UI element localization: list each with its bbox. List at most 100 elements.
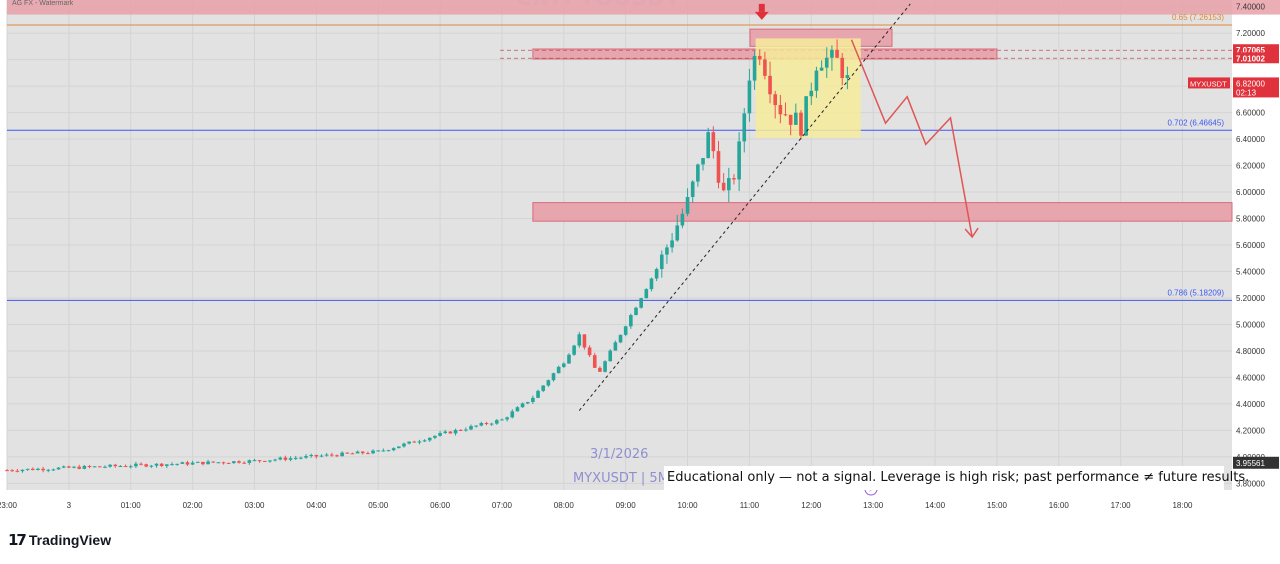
candle-body[interactable] bbox=[324, 454, 329, 456]
candle-body[interactable] bbox=[139, 463, 143, 465]
candle-body[interactable] bbox=[618, 334, 623, 343]
candle-body[interactable] bbox=[464, 429, 468, 431]
candle-body[interactable] bbox=[824, 57, 829, 68]
candle-body[interactable] bbox=[278, 457, 283, 460]
projection-path[interactable] bbox=[850, 39, 973, 238]
candle-body[interactable] bbox=[659, 254, 664, 270]
candle-body[interactable] bbox=[72, 466, 76, 468]
candle-body[interactable] bbox=[721, 182, 726, 191]
candle-body[interactable] bbox=[443, 431, 448, 434]
candle-body[interactable] bbox=[67, 466, 71, 468]
candle-body[interactable] bbox=[458, 429, 463, 431]
candle-body[interactable] bbox=[422, 440, 427, 442]
candle-body[interactable] bbox=[572, 345, 576, 355]
candle-body[interactable] bbox=[175, 463, 179, 465]
candle-body[interactable] bbox=[103, 466, 107, 468]
candle-body[interactable] bbox=[87, 465, 92, 467]
candle-body[interactable] bbox=[412, 441, 417, 443]
candle-body[interactable] bbox=[46, 469, 51, 471]
candle-body[interactable] bbox=[510, 411, 515, 418]
candle-body[interactable] bbox=[747, 80, 752, 114]
candle-body[interactable] bbox=[757, 55, 762, 60]
candle-body[interactable] bbox=[149, 465, 154, 467]
candle-body[interactable] bbox=[185, 462, 190, 465]
candle-body[interactable] bbox=[737, 141, 741, 180]
candle-body[interactable] bbox=[252, 460, 257, 462]
candle-body[interactable] bbox=[711, 132, 716, 152]
candle-body[interactable] bbox=[500, 419, 504, 421]
candle-body[interactable] bbox=[273, 459, 277, 461]
candle-body[interactable] bbox=[283, 457, 288, 460]
candle-body[interactable] bbox=[634, 307, 638, 316]
candle-body[interactable] bbox=[211, 461, 216, 463]
candle-body[interactable] bbox=[144, 464, 149, 467]
candle-body[interactable] bbox=[489, 423, 494, 425]
candle-body[interactable] bbox=[154, 463, 159, 466]
candle-body[interactable] bbox=[417, 441, 422, 443]
candle-body[interactable] bbox=[262, 460, 267, 462]
candle-body[interactable] bbox=[304, 456, 308, 458]
candle-body[interactable] bbox=[696, 164, 700, 182]
candle-body[interactable] bbox=[355, 451, 360, 454]
price-zone[interactable] bbox=[532, 202, 1233, 222]
candle-body[interactable] bbox=[10, 470, 14, 472]
candle-body[interactable] bbox=[371, 450, 375, 454]
candle-body[interactable] bbox=[690, 181, 695, 198]
candle-body[interactable] bbox=[206, 461, 210, 465]
candle-body[interactable] bbox=[92, 466, 97, 468]
candle-body[interactable] bbox=[644, 289, 649, 299]
candle-body[interactable] bbox=[247, 460, 252, 463]
candle-body[interactable] bbox=[479, 423, 484, 426]
candle-body[interactable] bbox=[778, 105, 783, 115]
candle-body[interactable] bbox=[123, 466, 128, 468]
candle-body[interactable] bbox=[809, 90, 814, 97]
sell-arrow-icon[interactable] bbox=[758, 3, 765, 12]
candle-body[interactable] bbox=[319, 455, 324, 457]
candle-body[interactable] bbox=[799, 112, 803, 136]
candle-body[interactable] bbox=[366, 453, 370, 455]
candle-body[interactable] bbox=[505, 417, 509, 420]
candle-body[interactable] bbox=[773, 94, 778, 106]
candle-body[interactable] bbox=[165, 464, 169, 466]
candle-body[interactable] bbox=[830, 49, 834, 58]
candle-body[interactable] bbox=[531, 397, 535, 403]
candle-body[interactable] bbox=[525, 402, 530, 404]
tradingview-logo[interactable]: 17 TradingView bbox=[8, 531, 111, 549]
candle-body[interactable] bbox=[701, 158, 705, 165]
consolidation-box[interactable] bbox=[755, 38, 861, 138]
candle-body[interactable] bbox=[159, 463, 164, 466]
candle-body[interactable] bbox=[551, 373, 556, 381]
candle-body[interactable] bbox=[541, 385, 545, 391]
candle-body[interactable] bbox=[201, 461, 205, 465]
candle-body[interactable] bbox=[376, 450, 381, 452]
candle-body[interactable] bbox=[608, 350, 613, 362]
candle-body[interactable] bbox=[190, 462, 195, 465]
candle-body[interactable] bbox=[51, 469, 56, 471]
candle-body[interactable] bbox=[427, 437, 432, 441]
candle-body[interactable] bbox=[257, 460, 262, 462]
candle-body[interactable] bbox=[592, 355, 597, 368]
candle-body[interactable] bbox=[350, 453, 355, 455]
candle-body[interactable] bbox=[237, 461, 241, 463]
candle-body[interactable] bbox=[77, 466, 81, 469]
candle-body[interactable] bbox=[623, 326, 628, 335]
candle-body[interactable] bbox=[603, 361, 607, 372]
candle-body[interactable] bbox=[195, 461, 200, 463]
candle-body[interactable] bbox=[453, 429, 458, 434]
candle-body[interactable] bbox=[299, 457, 303, 459]
candle-body[interactable] bbox=[309, 454, 313, 457]
candle-body[interactable] bbox=[654, 269, 659, 279]
candle-body[interactable] bbox=[670, 240, 674, 248]
candle-body[interactable] bbox=[556, 366, 561, 374]
candle-body[interactable] bbox=[108, 464, 112, 467]
candle-body[interactable] bbox=[613, 342, 618, 351]
candle-body[interactable] bbox=[665, 247, 669, 255]
candle-body[interactable] bbox=[680, 213, 685, 226]
candle-body[interactable] bbox=[221, 462, 226, 464]
candle-body[interactable] bbox=[268, 460, 272, 462]
candle-body[interactable] bbox=[706, 132, 710, 159]
candle-body[interactable] bbox=[567, 354, 571, 364]
candle-body[interactable] bbox=[345, 452, 350, 454]
candle-body[interactable] bbox=[438, 433, 442, 436]
